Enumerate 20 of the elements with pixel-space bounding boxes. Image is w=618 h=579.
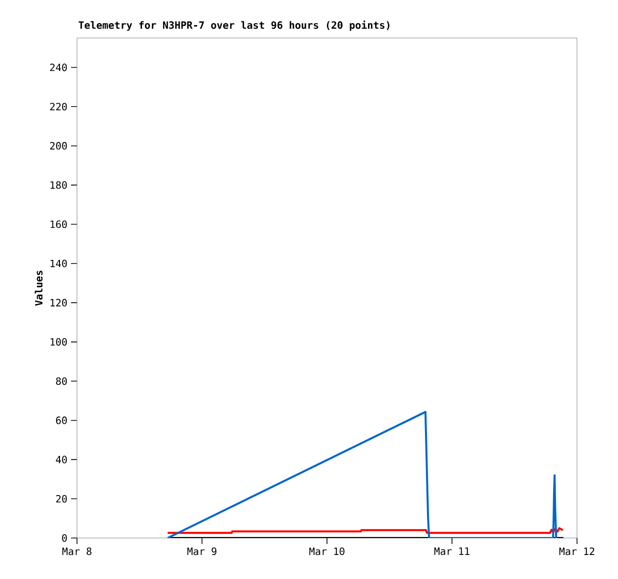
x-tick-label: Mar 9 bbox=[187, 548, 216, 556]
y-tick-label: 40 bbox=[56, 456, 67, 464]
y-tick-label: 160 bbox=[50, 220, 67, 228]
y-tick-label: 20 bbox=[56, 494, 67, 503]
x-tick-label: Mar 10 bbox=[309, 548, 344, 556]
y-tick-label: 200 bbox=[50, 142, 67, 150]
y-tick-label: 60 bbox=[56, 416, 67, 424]
y-tick-label: 220 bbox=[50, 102, 67, 110]
chart-title: Telemetry for N3HPR-7 over last 96 hours (20 points) bbox=[78, 20, 390, 31]
y-axis-title: Values bbox=[34, 270, 43, 306]
x-tick-label: Mar 8 bbox=[62, 548, 92, 556]
y-tick-label: 120 bbox=[50, 298, 67, 306]
x-tick-label: Mar 11 bbox=[434, 548, 470, 555]
y-tick-label: 80 bbox=[56, 377, 67, 385]
y-tick-label: 240 bbox=[50, 64, 67, 72]
y-tick-label: 180 bbox=[50, 181, 67, 189]
y-tick-label: 0 bbox=[62, 534, 67, 542]
y-tick-label: 100 bbox=[50, 338, 67, 346]
x-tick-label: Mar 12 bbox=[559, 548, 594, 556]
y-tick-label: 140 bbox=[50, 260, 67, 268]
